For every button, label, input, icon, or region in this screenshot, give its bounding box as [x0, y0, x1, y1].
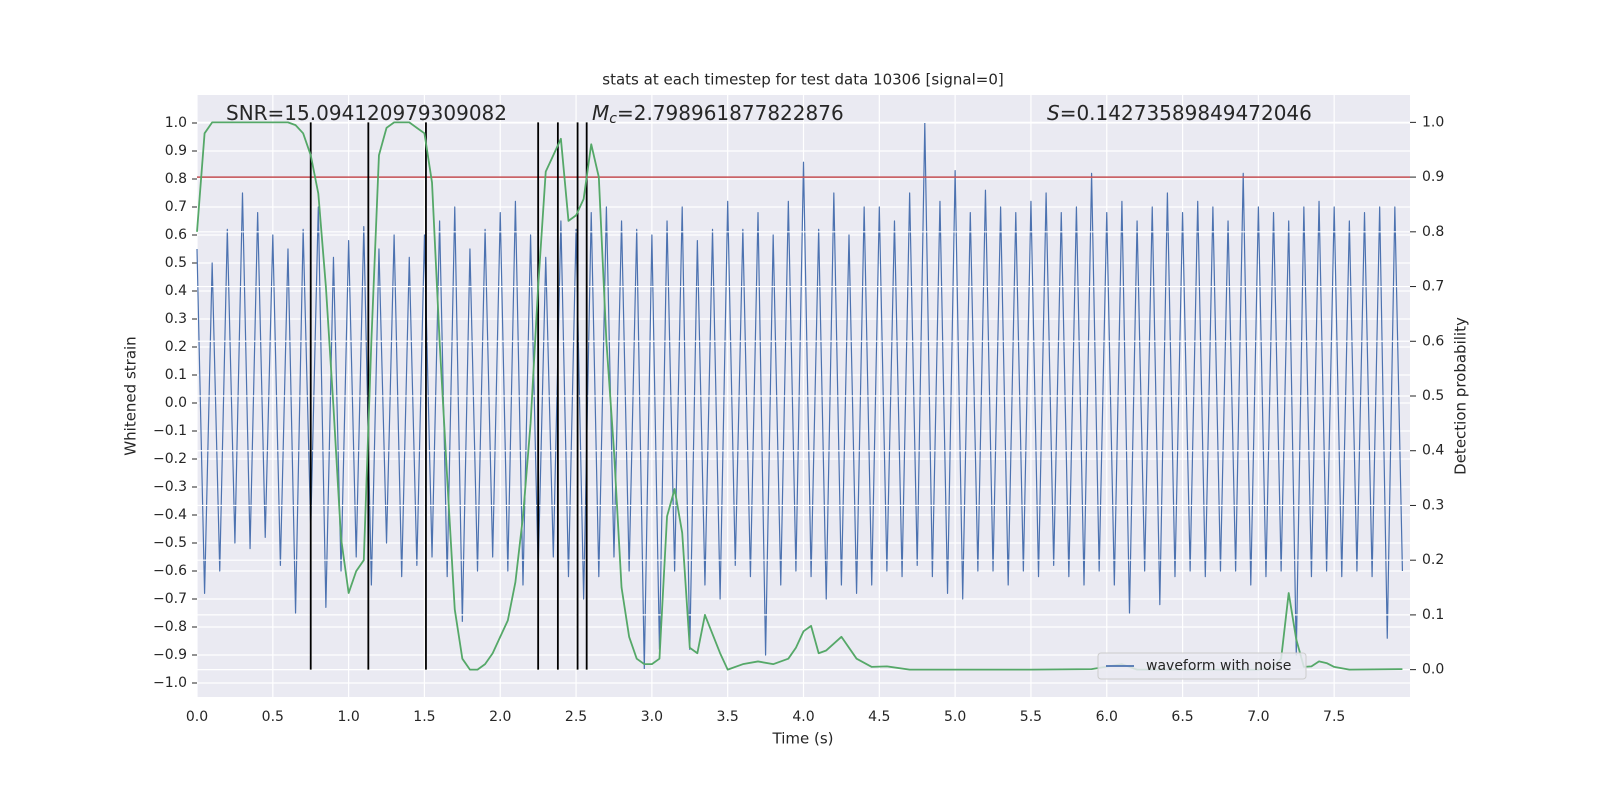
x-tick-label: 1.5 [413, 709, 435, 725]
annotation-text: =0.14273589849472046 [1060, 101, 1312, 125]
y2-tick-label: 0.0 [1422, 662, 1444, 678]
x-tick-label: 1.0 [337, 709, 359, 725]
x-tick-label: 4.5 [868, 709, 890, 725]
y-tick-label: −0.8 [153, 619, 187, 635]
annotation-symbol: S [1047, 101, 1060, 125]
y-tick-label: −0.5 [153, 535, 187, 551]
y-tick-label: 0.8 [165, 171, 187, 187]
waveform-line [196, 122, 1404, 670]
x-tick-label: 5.0 [944, 709, 966, 725]
y-tick-label: 0.2 [165, 339, 187, 355]
annotation: Mc=2.798961877822876 [592, 101, 844, 128]
y-tick-label: 0.6 [165, 227, 187, 243]
y-axis-label: Whitened strain [122, 336, 140, 455]
y-tick-label: −0.4 [153, 507, 187, 523]
x-tick-label: 5.5 [1020, 709, 1042, 725]
y-tick-label: −0.9 [153, 647, 187, 663]
chart-title: stats at each timestep for test data 103… [602, 71, 1003, 89]
annotation-symbol: M [592, 101, 609, 125]
y-tick-label: −1.0 [153, 675, 187, 691]
annotation-subscript: c [609, 111, 617, 127]
annotation: SNR=15.094120979309082 [226, 101, 507, 125]
y2-tick-label: 0.8 [1422, 224, 1444, 240]
annotation-text: SNR=15.094120979309082 [226, 101, 507, 125]
y-tick-label: 0.1 [165, 367, 187, 383]
x-tick-label: 0.5 [262, 709, 284, 725]
y-tick-label: −0.7 [153, 591, 187, 607]
x-tick-label: 3.0 [641, 709, 663, 725]
y2-tick-label: 1.0 [1422, 114, 1444, 130]
x-tick-label: 7.0 [1247, 709, 1269, 725]
y2-tick-label: 0.1 [1422, 607, 1444, 623]
annotation: S=0.14273589849472046 [1047, 101, 1312, 125]
x-tick-label: 6.0 [1096, 709, 1118, 725]
annotation-text: =2.798961877822876 [617, 101, 844, 125]
y2-tick-label: 0.5 [1422, 388, 1444, 404]
probability-line [196, 121, 1403, 671]
x-axis-label: Time (s) [772, 730, 834, 748]
x-tick-label: 4.0 [792, 709, 814, 725]
legend-box [1097, 652, 1307, 680]
y-tick-label: −0.2 [153, 451, 187, 467]
x-tick-label: 0.0 [186, 709, 208, 725]
y2-tick-label: 0.7 [1422, 279, 1444, 295]
y2-tick-label: 0.9 [1422, 169, 1444, 185]
y-tick-label: −0.6 [153, 563, 187, 579]
y2-axis-label: Detection probability [1452, 317, 1470, 475]
y2-tick-label: 0.2 [1422, 552, 1444, 568]
y-tick-label: 0.5 [165, 255, 187, 271]
y2-tick-label: 0.6 [1422, 333, 1444, 349]
y-tick-label: 0.4 [165, 283, 187, 299]
y-tick-label: −0.1 [153, 423, 187, 439]
legend-label: waveform with noise [1146, 658, 1291, 674]
y-tick-label: 0.9 [165, 143, 187, 159]
y2-tick-label: 0.4 [1422, 443, 1444, 459]
x-tick-label: 3.5 [717, 709, 739, 725]
y2-tick-label: 0.3 [1422, 497, 1444, 513]
y-tick-label: 0.7 [165, 199, 187, 215]
x-tick-label: 6.5 [1171, 709, 1193, 725]
y-tick-label: 0.0 [165, 395, 187, 411]
x-tick-label: 7.5 [1323, 709, 1345, 725]
y-tick-label: 1.0 [165, 115, 187, 131]
y-tick-label: 0.3 [165, 311, 187, 327]
x-tick-label: 2.0 [489, 709, 511, 725]
x-tick-label: 2.5 [565, 709, 587, 725]
y-tick-label: −0.3 [153, 479, 187, 495]
